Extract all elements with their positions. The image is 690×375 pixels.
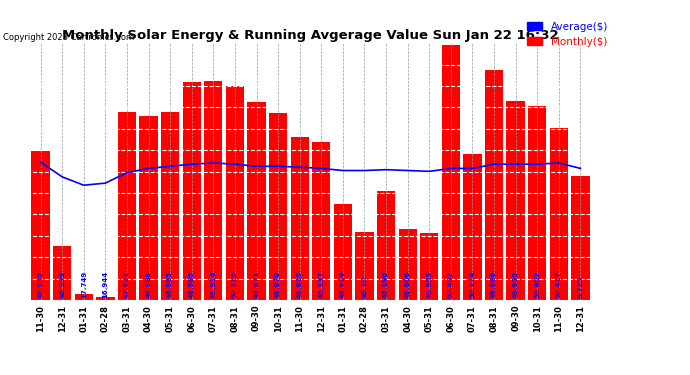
Text: 17.749: 17.749 xyxy=(81,271,87,298)
Text: 47.921: 47.921 xyxy=(124,271,130,298)
Text: 49.955: 49.955 xyxy=(513,271,519,298)
Text: 46.399: 46.399 xyxy=(59,271,65,298)
Bar xyxy=(442,45,460,300)
Legend: Average($), Monthly($): Average($), Monthly($) xyxy=(523,18,612,51)
Bar xyxy=(31,152,50,300)
Bar xyxy=(485,70,503,300)
Text: 16.944: 16.944 xyxy=(102,271,108,298)
Text: 40.955: 40.955 xyxy=(426,271,432,298)
Bar xyxy=(290,137,309,300)
Bar xyxy=(506,101,525,300)
Text: 48.985: 48.985 xyxy=(189,271,195,298)
Bar xyxy=(139,116,158,300)
Text: 50.174: 50.174 xyxy=(469,271,475,298)
Bar xyxy=(399,230,417,300)
Text: Copyright 2023 Cartronics.com: Copyright 2023 Cartronics.com xyxy=(3,33,135,42)
Bar xyxy=(528,106,546,300)
Text: 50.315: 50.315 xyxy=(232,271,238,298)
Bar xyxy=(75,294,93,300)
Text: 49.806: 49.806 xyxy=(404,271,411,298)
Bar xyxy=(204,81,222,300)
Bar xyxy=(161,112,179,300)
Text: 46.535: 46.535 xyxy=(37,271,43,298)
Bar xyxy=(312,142,331,300)
Title: Monthly Solar Energy & Running Avgerage Value Sun Jan 22 16:32: Monthly Solar Energy & Running Avgerage … xyxy=(62,29,559,42)
Text: 46.988: 46.988 xyxy=(146,271,152,298)
Bar xyxy=(334,204,352,300)
Bar xyxy=(183,82,201,300)
Text: 50.402: 50.402 xyxy=(448,271,454,298)
Bar xyxy=(247,102,266,300)
Bar xyxy=(355,232,374,300)
Bar xyxy=(269,112,287,300)
Text: 48.914: 48.914 xyxy=(210,270,217,298)
Text: 50.402: 50.402 xyxy=(534,271,540,298)
Bar xyxy=(550,128,568,300)
Bar xyxy=(53,246,71,300)
Text: 46.190: 46.190 xyxy=(383,271,389,298)
Text: 9.725: 9.725 xyxy=(578,276,584,298)
Bar xyxy=(96,297,115,300)
Text: 48.871: 48.871 xyxy=(253,271,259,298)
Text: 46.137: 46.137 xyxy=(318,271,324,298)
Text: 50.417: 50.417 xyxy=(556,271,562,298)
Text: 48.870: 48.870 xyxy=(275,271,281,298)
Text: 46.815: 46.815 xyxy=(297,271,303,298)
Bar xyxy=(118,112,136,300)
Bar xyxy=(571,176,590,300)
Text: 49.086: 49.086 xyxy=(491,271,497,298)
Text: 46.914: 46.914 xyxy=(340,271,346,298)
Bar xyxy=(420,233,438,300)
Bar xyxy=(377,191,395,300)
Text: 46.10: 46.10 xyxy=(362,276,368,298)
Bar xyxy=(463,154,482,300)
Text: 46.985: 46.985 xyxy=(167,271,173,298)
Bar xyxy=(226,86,244,300)
